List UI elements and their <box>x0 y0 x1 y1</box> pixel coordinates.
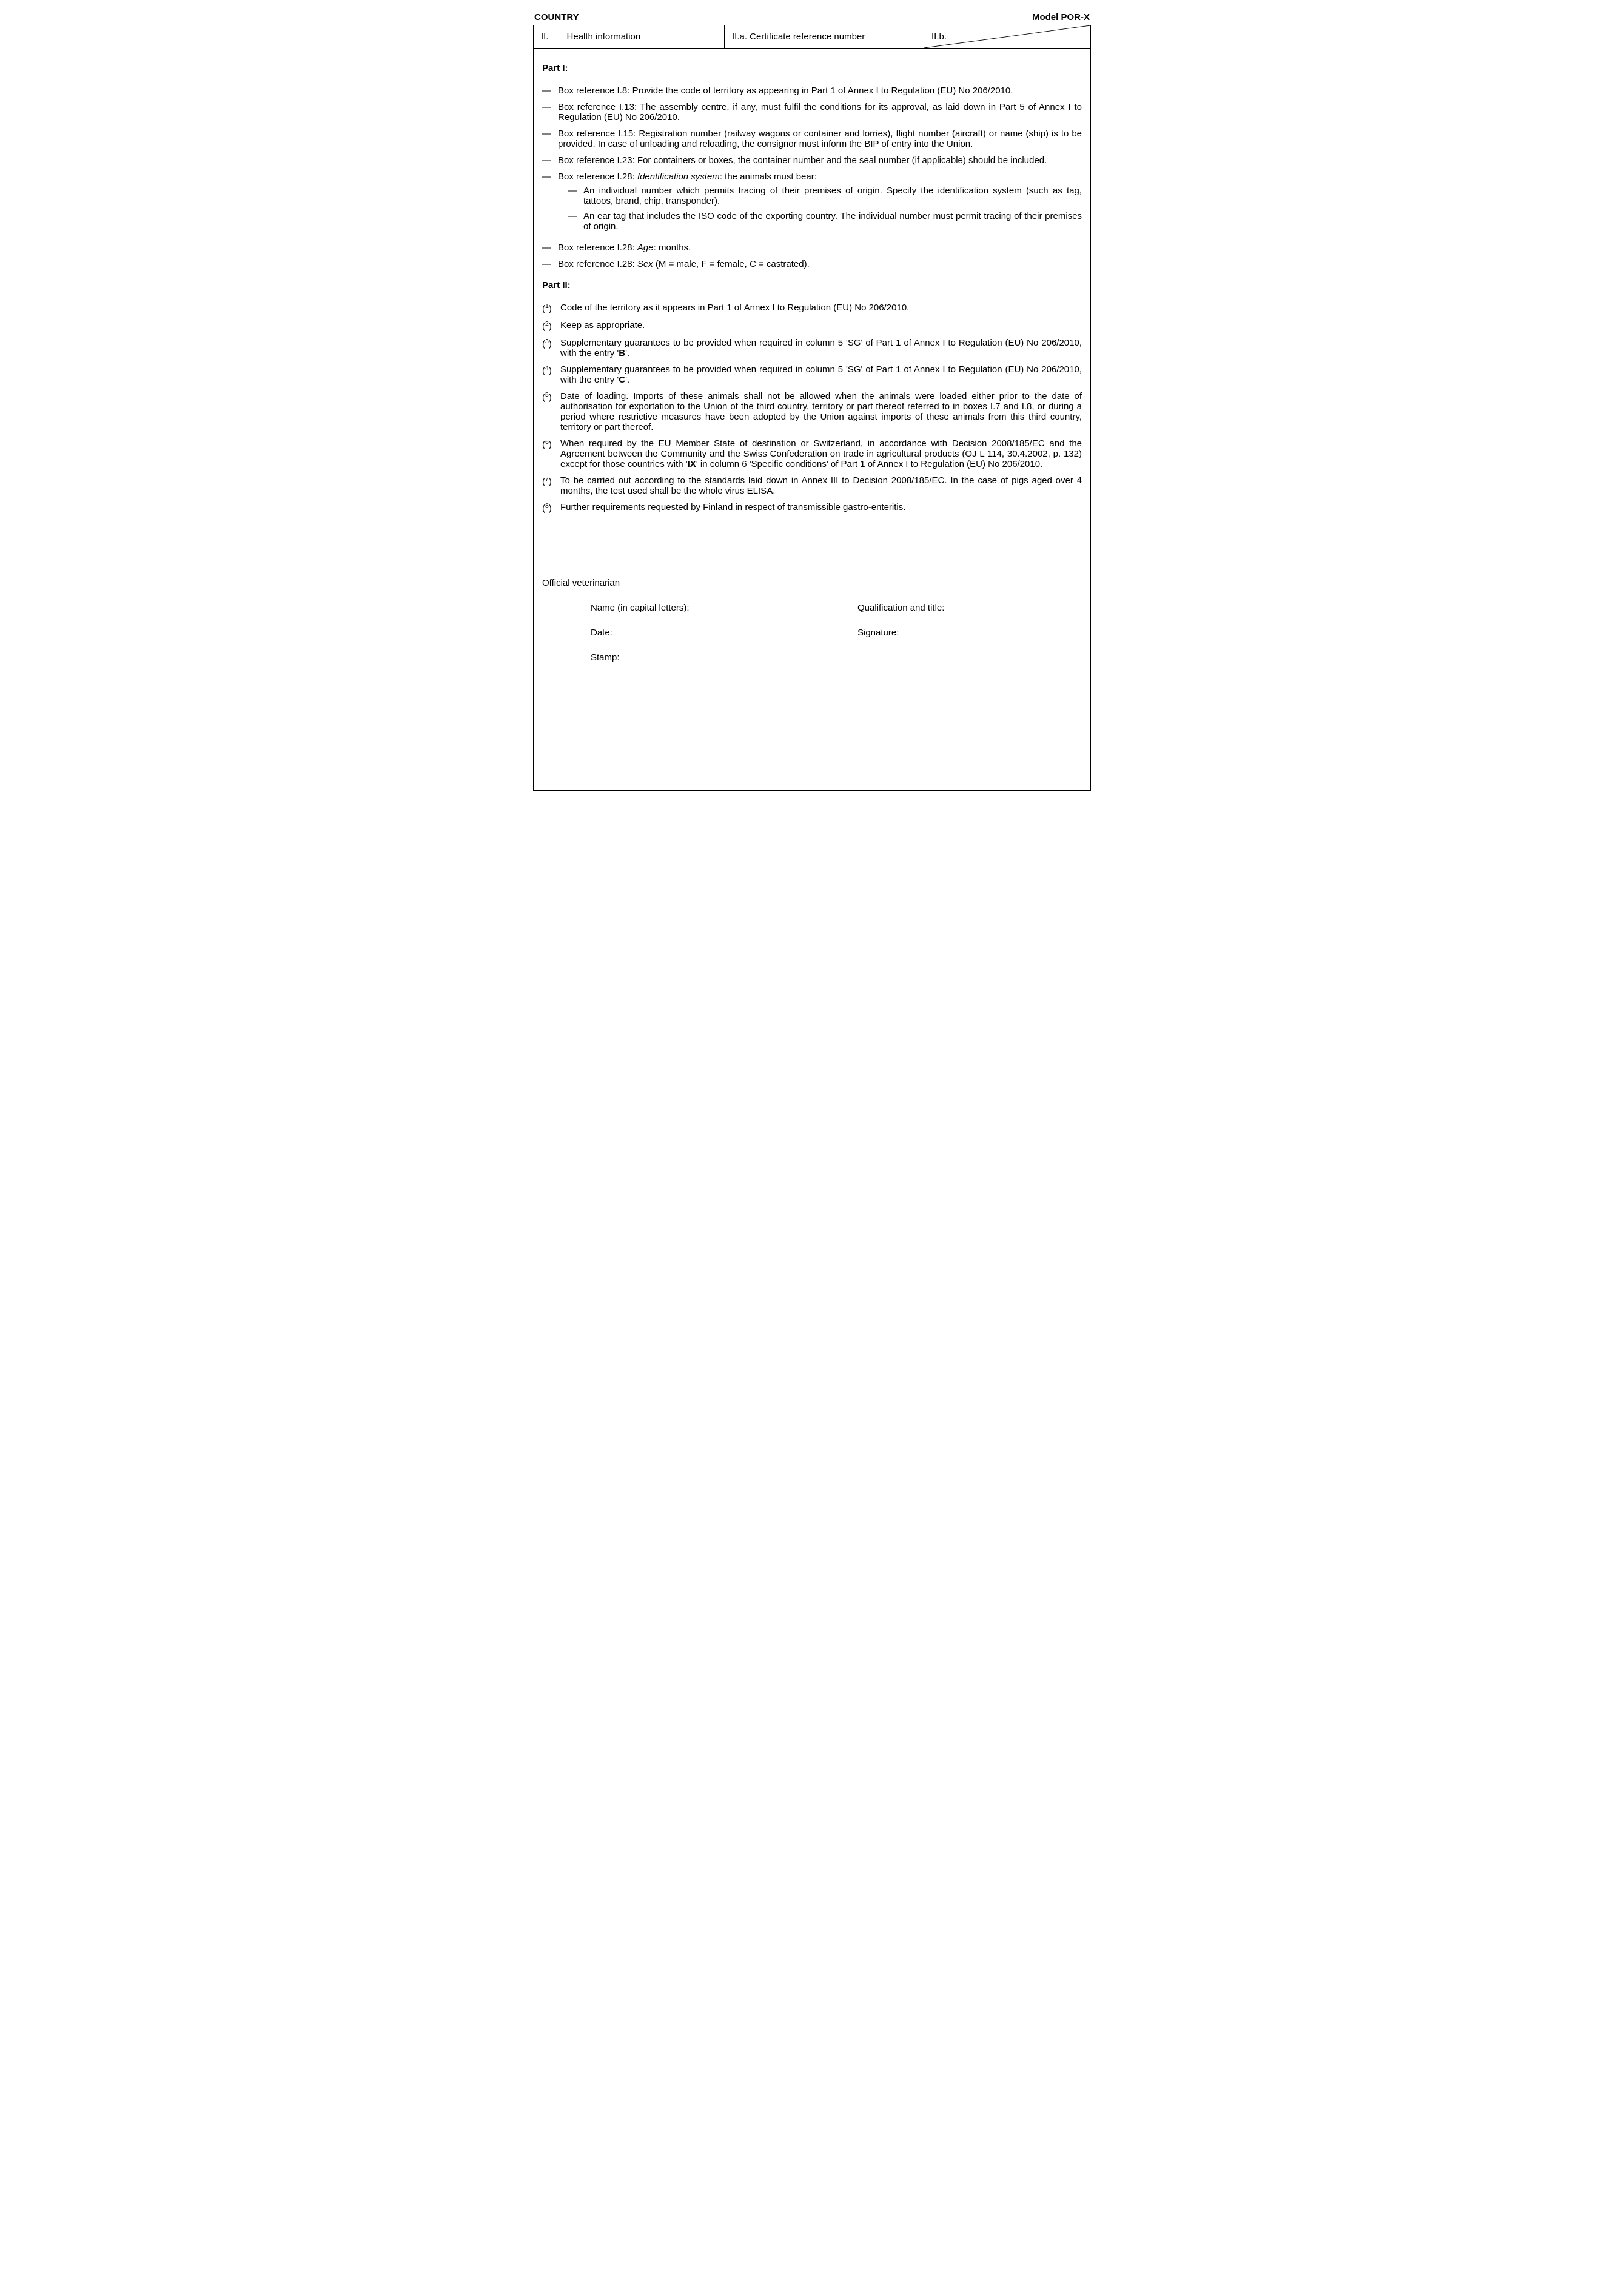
top-header-row: COUNTRY Model POR-X <box>533 12 1091 22</box>
part1-item: —Box reference I.8: Provide the code of … <box>542 85 1082 96</box>
sign-row-stamp: Stamp: <box>591 652 1082 663</box>
sign-grid: Name (in capital letters): Qualification… <box>542 603 1082 663</box>
part2-item: (5)Date of loading. Imports of these ani… <box>542 391 1082 432</box>
dash-marker: — <box>542 85 558 96</box>
part1-item: —Box reference I.23: For containers or b… <box>542 155 1082 166</box>
dash-marker: — <box>542 259 558 269</box>
sign-row-name: Name (in capital letters): Qualification… <box>591 603 1082 613</box>
part1-item-text: Box reference I.28: Age: months. <box>558 243 1082 253</box>
part1-item-text: Box reference I.23: For containers or bo… <box>558 155 1082 166</box>
sign-date-label: Date: <box>591 628 857 638</box>
dash-marker: — <box>542 172 558 236</box>
header-cell-ii: II. Health information <box>534 25 725 48</box>
part1-item-text: Box reference I.13: The assembly centre,… <box>558 102 1082 122</box>
sign-name-label: Name (in capital letters): <box>591 603 857 613</box>
footnote-marker: (1) <box>542 303 560 314</box>
sign-qual-label: Qualification and title: <box>857 603 944 613</box>
part2-item: (7)To be carried out according to the st… <box>542 475 1082 496</box>
signature-block: Official veterinarian Name (in capital l… <box>534 563 1090 790</box>
dash-marker: — <box>542 129 558 149</box>
footnote-marker: (6) <box>542 438 560 469</box>
part1-item: —Box reference I.28: Sex (M = male, F = … <box>542 259 1082 269</box>
model-label: Model POR-X <box>1032 12 1090 22</box>
header-cells: II. Health information II.a. Certificate… <box>534 25 1090 49</box>
dash-marker: — <box>542 102 558 122</box>
sign-stamp-label: Stamp: <box>591 652 857 663</box>
part1-item-text: Box reference I.28: Sex (M = male, F = f… <box>558 259 1082 269</box>
header-ii-text: Health information <box>567 32 641 42</box>
certificate-page: COUNTRY Model POR-X II. Health informati… <box>533 12 1091 791</box>
part1-item-text: Box reference I.8: Provide the code of t… <box>558 85 1082 96</box>
footnote-marker: (8) <box>542 502 560 514</box>
part2-item: (3)Supplementary guarantees to be provid… <box>542 338 1082 358</box>
part1-subitem-text: An ear tag that includes the ISO code of… <box>583 211 1082 232</box>
part1-item-text: Box reference I.15: Registration number … <box>558 129 1082 149</box>
dash-marker: — <box>558 186 583 206</box>
header-ii-number: II. <box>541 32 549 42</box>
footnote-marker: (4) <box>542 364 560 385</box>
dash-marker: — <box>542 155 558 166</box>
certificate-body: Part I: —Box reference I.8: Provide the … <box>534 49 1090 563</box>
sign-row-date: Date: Signature: <box>591 628 1082 638</box>
certificate-frame: II. Health information II.a. Certificate… <box>533 25 1091 791</box>
part1-subitem: —An individual number which permits trac… <box>558 186 1082 206</box>
footnote-marker: (3) <box>542 338 560 358</box>
sign-title: Official veterinarian <box>542 578 1082 588</box>
footnote-marker: (7) <box>542 475 560 496</box>
part2-item: (2)Keep as appropriate. <box>542 320 1082 332</box>
part2-item-text: To be carried out according to the stand… <box>560 475 1082 496</box>
part1-item: —Box reference I.28: Identification syst… <box>542 172 1082 236</box>
header-cell-iia: II.a. Certificate reference number <box>725 25 924 48</box>
part1-item: —Box reference I.15: Registration number… <box>542 129 1082 149</box>
part1-item-text: Box reference I.28: Identification syste… <box>558 172 1082 236</box>
header-cell-iib: II.b. <box>924 25 1090 48</box>
part2-title: Part II: <box>542 280 1082 290</box>
part2-list: (1)Code of the territory as it appears i… <box>542 303 1082 514</box>
part1-subitem-text: An individual number which permits traci… <box>583 186 1082 206</box>
part2-item: (8)Further requirements requested by Fin… <box>542 502 1082 514</box>
part2-item: (4)Supplementary guarantees to be provid… <box>542 364 1082 385</box>
dash-marker: — <box>542 243 558 253</box>
part1-subitem: —An ear tag that includes the ISO code o… <box>558 211 1082 232</box>
country-label: COUNTRY <box>534 12 579 22</box>
part2-item-text: Supplementary guarantees to be provided … <box>560 364 1082 385</box>
diagonal-line-icon <box>924 25 1090 48</box>
part2-item-text: Keep as appropriate. <box>560 320 1082 332</box>
part1-item: —Box reference I.28: Age: months. <box>542 243 1082 253</box>
sign-sig-label: Signature: <box>857 628 899 638</box>
part2-item-text: Further requirements requested by Finlan… <box>560 502 1082 514</box>
part1-item: —Box reference I.13: The assembly centre… <box>542 102 1082 122</box>
part2-item: (1)Code of the territory as it appears i… <box>542 303 1082 314</box>
part2-item: (6)When required by the EU Member State … <box>542 438 1082 469</box>
footnote-marker: (2) <box>542 320 560 332</box>
footnote-marker: (5) <box>542 391 560 432</box>
part1-title: Part I: <box>542 63 1082 73</box>
part1-list: —Box reference I.8: Provide the code of … <box>542 85 1082 269</box>
part2-item-text: When required by the EU Member State of … <box>560 438 1082 469</box>
part2-item-text: Date of loading. Imports of these animal… <box>560 391 1082 432</box>
dash-marker: — <box>558 211 583 232</box>
part2-item-text: Code of the territory as it appears in P… <box>560 303 1082 314</box>
part1-sublist: —An individual number which permits trac… <box>558 186 1082 232</box>
part2-item-text: Supplementary guarantees to be provided … <box>560 338 1082 358</box>
